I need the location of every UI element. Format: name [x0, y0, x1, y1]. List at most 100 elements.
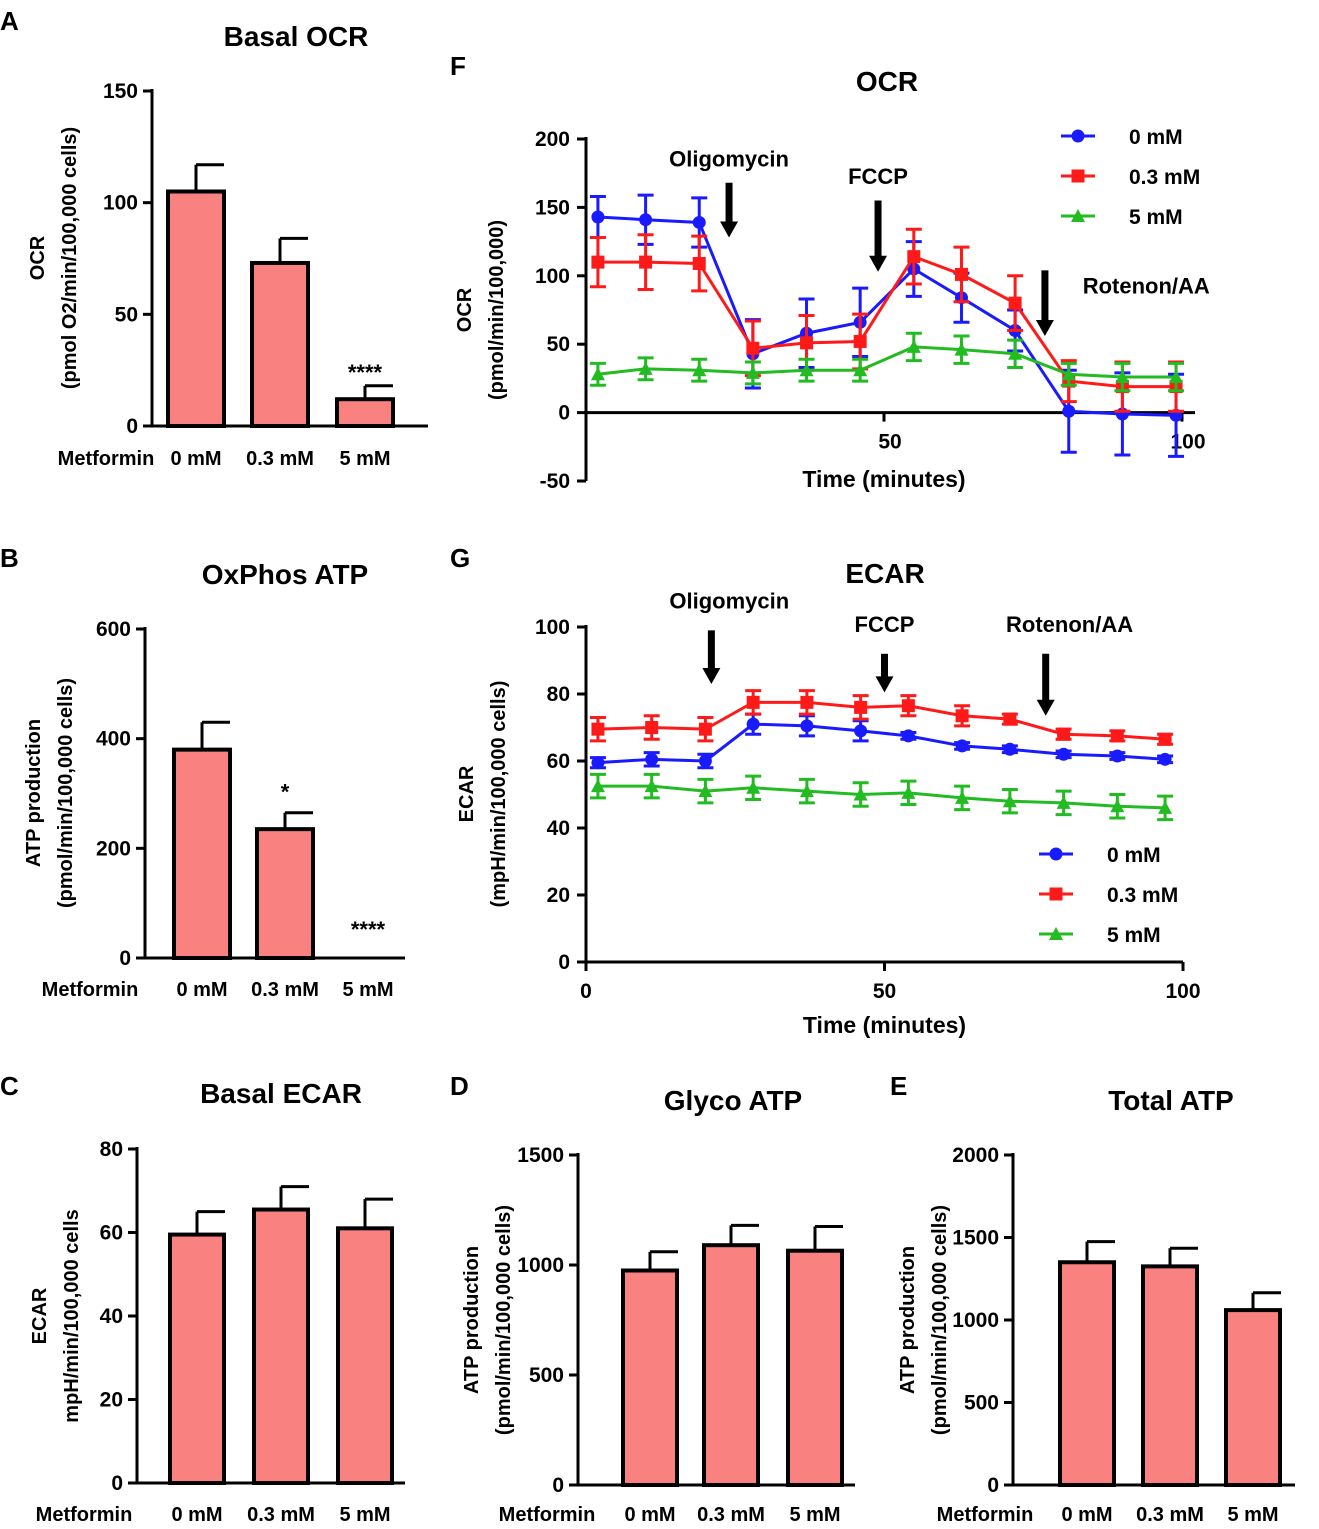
marker-triangle: [799, 784, 814, 798]
y-tick-label: 0: [119, 947, 131, 970]
marker-square: [901, 699, 915, 713]
series-line: [597, 254, 1177, 389]
marker-circle: [692, 215, 706, 229]
y-tick-label: 400: [96, 728, 131, 751]
marker-triangle: [1049, 927, 1063, 940]
marker-square: [1003, 712, 1017, 726]
line-chart-g: ECAR ECAR (mpH/min/100,000 cells) 0 20 40 60 80…: [456, 558, 1201, 1038]
series-5mM: [589, 772, 1174, 822]
marker-circle: [1158, 752, 1172, 766]
y-axis-label: (pmol/min/100,000 cells): [929, 1205, 951, 1435]
marker-square: [853, 334, 867, 348]
marker-triangle: [698, 784, 713, 798]
marker-circle: [746, 717, 760, 731]
x-prefix-label: Metformin: [36, 1504, 133, 1526]
category-label: 0 mM: [176, 979, 227, 1001]
y-tick-label: 2000: [952, 1144, 999, 1167]
annotation-label: Oligomycin: [669, 146, 789, 171]
y-tick-label: 200: [535, 128, 570, 151]
y-axis-label: OCR: [27, 235, 49, 280]
x-tick-label: 100: [1165, 980, 1200, 1003]
legend-label: 0 mM: [1107, 844, 1161, 867]
y-axis-label: ECAR: [456, 765, 478, 822]
category-label: 5 mM: [339, 1504, 390, 1526]
marker-triangle: [799, 363, 814, 377]
marker-triangle: [692, 363, 707, 377]
marker-triangle: [1056, 795, 1071, 809]
marker-square: [591, 255, 605, 269]
x-prefix-label: Metformin: [42, 979, 139, 1001]
y-tick-label: 150: [103, 80, 138, 103]
annotation-label: FCCP: [855, 612, 915, 637]
marker-triangle: [745, 365, 760, 379]
marker-square: [1071, 169, 1085, 183]
marker-square: [746, 695, 760, 709]
bar: [166, 189, 226, 428]
legend-label: 5 mM: [1107, 924, 1161, 947]
marker-circle: [1110, 749, 1124, 763]
marker-square: [645, 721, 659, 734]
annotation-label: Oligomycin: [669, 589, 789, 614]
annotation-arrow-head: [869, 255, 888, 272]
marker-triangle: [1061, 367, 1076, 381]
legend-label: 0.3 mM: [1129, 166, 1200, 189]
y-tick-label: 40: [547, 817, 570, 840]
marker-square: [1057, 727, 1071, 741]
category-label: 0.3 mM: [697, 1504, 765, 1526]
marker-square: [639, 255, 653, 269]
legend-label: 0.3 mM: [1107, 884, 1178, 907]
marker-triangle: [644, 779, 659, 793]
y-axis-label: mpH/min/100,000 cells: [61, 1209, 83, 1422]
y-tick-label: 0: [111, 1472, 123, 1495]
panel-label-e: E: [890, 1071, 907, 1101]
y-axis-label: (mpH/min/100,000 cells): [488, 681, 510, 908]
y-tick-label: 100: [535, 265, 570, 288]
panel-label-g: G: [450, 543, 470, 573]
category-label: 0.3 mM: [246, 448, 314, 470]
bar: [621, 1268, 679, 1487]
marker-circle: [698, 754, 712, 768]
line-chart-f: OCR OCR (pmol/min/100,000) -50 0 50 100 150 200 5…: [454, 66, 1210, 493]
panel-label-b: B: [0, 543, 19, 573]
y-axis-label: ATP production: [23, 719, 45, 867]
y-axis-label: ECAR: [29, 1287, 51, 1344]
marker-triangle: [853, 787, 868, 801]
bar-chart-c: Basal ECAR ECAR mpH/min/100,000 cells 0 mM 0…: [29, 1078, 405, 1526]
chart-title: Total ATP: [1108, 1085, 1233, 1116]
marker-triangle: [1071, 209, 1085, 222]
x-prefix-label: Metformin: [937, 1504, 1034, 1526]
x-prefix-label: Metformin: [58, 448, 155, 470]
y-axis-label: ATP production: [461, 1246, 483, 1394]
marker-circle: [1049, 847, 1063, 861]
x-tick-label: 100: [1170, 431, 1205, 454]
series-0mM: [589, 712, 1174, 770]
bar-chart-e: Total ATP ATP production (pmol/min/100,000…: [897, 1085, 1295, 1526]
annotation-arrow-head: [1036, 699, 1055, 716]
y-tick-label: 100: [103, 192, 138, 215]
y-axis-label: (pmol/min/100,000 cells): [55, 678, 77, 908]
marker-triangle: [590, 779, 605, 793]
y-tick-label: 60: [547, 750, 570, 773]
y-tick-label: 150: [535, 196, 570, 219]
marker-triangle: [901, 785, 916, 799]
y-tick-label: 500: [529, 1364, 564, 1387]
chart-title: OCR: [856, 66, 918, 97]
y-tick-label: 1500: [952, 1227, 999, 1250]
series-line: [597, 722, 1166, 765]
series-5mM: [589, 331, 1185, 393]
bar: [786, 1248, 844, 1487]
y-tick-label: -50: [540, 470, 570, 493]
marker-triangle: [638, 361, 653, 375]
chart-title: Basal ECAR: [200, 1078, 362, 1109]
bar: [1141, 1264, 1199, 1487]
y-tick-label: 200: [96, 837, 131, 860]
marker-triangle: [954, 342, 969, 356]
category-label: 0 mM: [170, 448, 221, 470]
bar-chart-b: OxPhos ATP ATP production (pmol/min/100,00…: [23, 559, 405, 1001]
bar: [1224, 1308, 1282, 1487]
bar-chart-a: Basal OCR OCR (pmol O2/min/100,000 cells) 0…: [27, 21, 428, 470]
panel-label-c: C: [0, 1071, 19, 1101]
marker-triangle: [1008, 346, 1023, 360]
y-tick-label: 50: [115, 303, 138, 326]
